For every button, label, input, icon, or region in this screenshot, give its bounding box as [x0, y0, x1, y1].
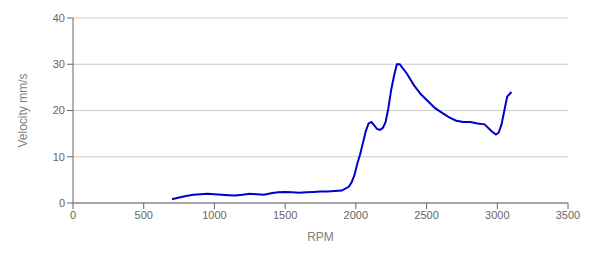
svg-text:20: 20 [53, 104, 65, 116]
svg-text:RPM: RPM [307, 230, 334, 244]
svg-text:3000: 3000 [485, 209, 509, 221]
svg-text:500: 500 [135, 209, 153, 221]
svg-text:40: 40 [53, 12, 65, 24]
svg-text:Velocity mm/s: Velocity mm/s [16, 73, 30, 147]
svg-text:3500: 3500 [556, 209, 580, 221]
svg-text:30: 30 [53, 58, 65, 70]
svg-text:1000: 1000 [202, 209, 226, 221]
svg-text:2000: 2000 [344, 209, 368, 221]
svg-text:0: 0 [59, 197, 65, 209]
svg-text:0: 0 [70, 209, 76, 221]
svg-text:10: 10 [53, 151, 65, 163]
svg-text:1500: 1500 [273, 209, 297, 221]
svg-text:2500: 2500 [414, 209, 438, 221]
